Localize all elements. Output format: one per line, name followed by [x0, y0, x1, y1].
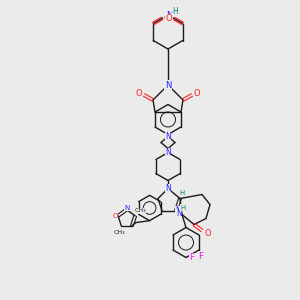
Text: CH₃: CH₃ — [134, 208, 146, 213]
Text: N: N — [166, 11, 172, 20]
Text: N: N — [165, 132, 171, 141]
Text: N: N — [124, 205, 129, 211]
Text: N: N — [175, 206, 181, 215]
Text: O: O — [164, 14, 170, 23]
Text: F: F — [199, 251, 203, 260]
Text: O: O — [194, 88, 200, 98]
Text: O: O — [205, 229, 211, 238]
Text: O: O — [136, 88, 142, 98]
Text: N: N — [176, 209, 182, 218]
Text: N: N — [165, 80, 171, 89]
Text: CH₃: CH₃ — [113, 230, 125, 236]
Text: O: O — [112, 213, 118, 219]
Text: N: N — [165, 184, 171, 193]
Text: F: F — [190, 253, 194, 262]
Text: H: H — [180, 205, 186, 211]
Text: N: N — [165, 148, 171, 157]
Text: H: H — [179, 190, 184, 196]
Text: H: H — [172, 7, 178, 16]
Text: O: O — [166, 14, 172, 23]
